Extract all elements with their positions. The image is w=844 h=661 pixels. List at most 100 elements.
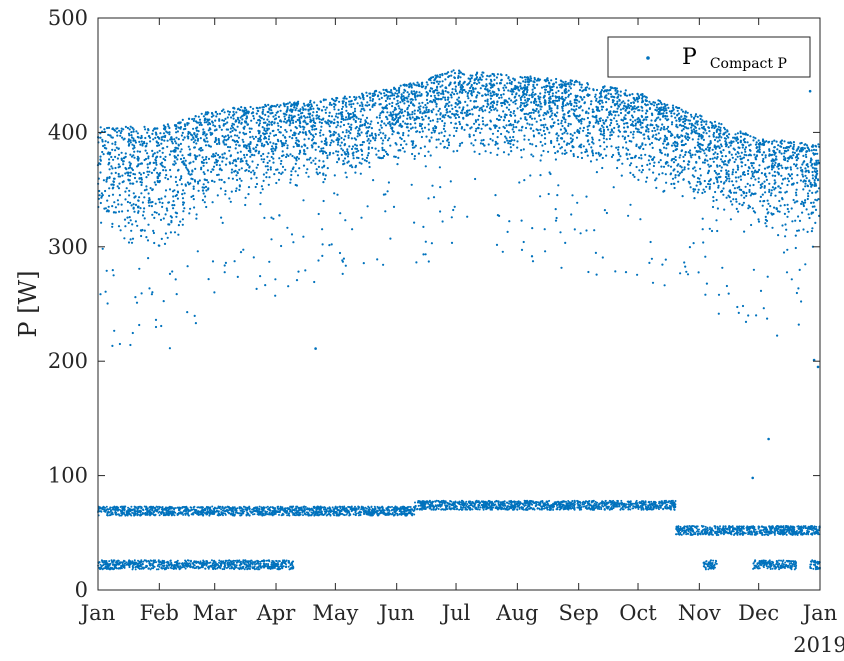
- data-point: [570, 82, 573, 85]
- data-point: [131, 182, 134, 185]
- data-point: [417, 106, 420, 109]
- data-point: [451, 91, 454, 94]
- data-point: [181, 131, 184, 134]
- data-point: [411, 98, 414, 101]
- data-point: [465, 113, 468, 116]
- data-point: [322, 150, 325, 153]
- data-point: [202, 164, 205, 167]
- data-point: [350, 147, 354, 151]
- data-point: [481, 142, 485, 145]
- data-point: [543, 85, 546, 88]
- data-point: [491, 85, 494, 88]
- data-point: [687, 119, 690, 122]
- data-point: [591, 141, 594, 144]
- data-point: [220, 178, 223, 181]
- data-point: [630, 162, 633, 165]
- data-point: [662, 107, 666, 110]
- data-point: [107, 126, 111, 129]
- data-point: [637, 128, 640, 131]
- data-point: [283, 115, 286, 118]
- data-point: [302, 235, 305, 238]
- data-point: [251, 135, 254, 138]
- data-point: [103, 207, 106, 210]
- data-point: [332, 122, 335, 125]
- data-point: [249, 105, 252, 109]
- data-point: [670, 110, 673, 113]
- data-point: [739, 155, 742, 158]
- data-point: [737, 311, 740, 314]
- data-point: [592, 142, 595, 145]
- data-point: [383, 94, 386, 97]
- data-point: [276, 138, 279, 141]
- data-point: [722, 149, 725, 152]
- data-point: [768, 149, 771, 152]
- data-point: [429, 100, 432, 103]
- data-point: [801, 200, 804, 203]
- data-point: [111, 225, 114, 228]
- data-point: [727, 194, 730, 197]
- data-point: [516, 107, 519, 110]
- data-point: [554, 219, 558, 222]
- data-point: [706, 159, 709, 162]
- data-point: [458, 69, 461, 72]
- data-point: [646, 103, 649, 106]
- data-point: [361, 105, 364, 108]
- data-point: [800, 169, 803, 172]
- data-point: [129, 153, 132, 156]
- data-point: [771, 226, 774, 229]
- data-point: [700, 123, 703, 126]
- data-point: [275, 181, 278, 185]
- data-point: [727, 146, 730, 149]
- data-point: [696, 177, 700, 180]
- data-point: [311, 114, 314, 117]
- data-point: [277, 178, 281, 181]
- data-point: [678, 117, 681, 120]
- data-point: [179, 220, 182, 223]
- data-point: [708, 227, 711, 230]
- data-point: [620, 101, 623, 104]
- data-point: [233, 170, 236, 173]
- data-point: [817, 143, 820, 146]
- data-point: [218, 164, 221, 167]
- data-point: [114, 166, 117, 170]
- data-point: [492, 83, 495, 86]
- data-point: [467, 97, 470, 100]
- data-point: [260, 185, 263, 188]
- data-point: [221, 134, 224, 138]
- data-point: [273, 122, 276, 125]
- data-point: [786, 207, 789, 211]
- data-point: [776, 165, 779, 168]
- data-point: [137, 199, 140, 202]
- data-point: [294, 132, 297, 135]
- data-point: [334, 131, 337, 134]
- data-point: [594, 93, 597, 96]
- data-point: [489, 120, 492, 123]
- data-point: [218, 112, 222, 115]
- data-point: [136, 132, 139, 135]
- data-point: [457, 102, 460, 105]
- data-point: [712, 199, 715, 203]
- data-point: [203, 131, 206, 134]
- data-point: [551, 94, 554, 98]
- data-point: [175, 136, 178, 139]
- data-point: [236, 134, 239, 137]
- data-point: [150, 293, 153, 296]
- data-point: [411, 143, 414, 146]
- data-point: [762, 307, 765, 310]
- data-point: [391, 122, 394, 125]
- data-point: [366, 94, 369, 97]
- data-point: [100, 192, 103, 195]
- data-point: [440, 131, 443, 134]
- data-point: [173, 231, 177, 234]
- data-point: [638, 156, 641, 159]
- data-point: [226, 116, 229, 119]
- data-point: [800, 147, 803, 150]
- data-point: [236, 151, 239, 154]
- data-point: [741, 146, 744, 149]
- data-point: [233, 134, 237, 137]
- data-point: [536, 78, 540, 81]
- data-point: [500, 102, 503, 105]
- data-point: [771, 158, 774, 161]
- data-point: [362, 107, 365, 110]
- data-point: [171, 204, 174, 207]
